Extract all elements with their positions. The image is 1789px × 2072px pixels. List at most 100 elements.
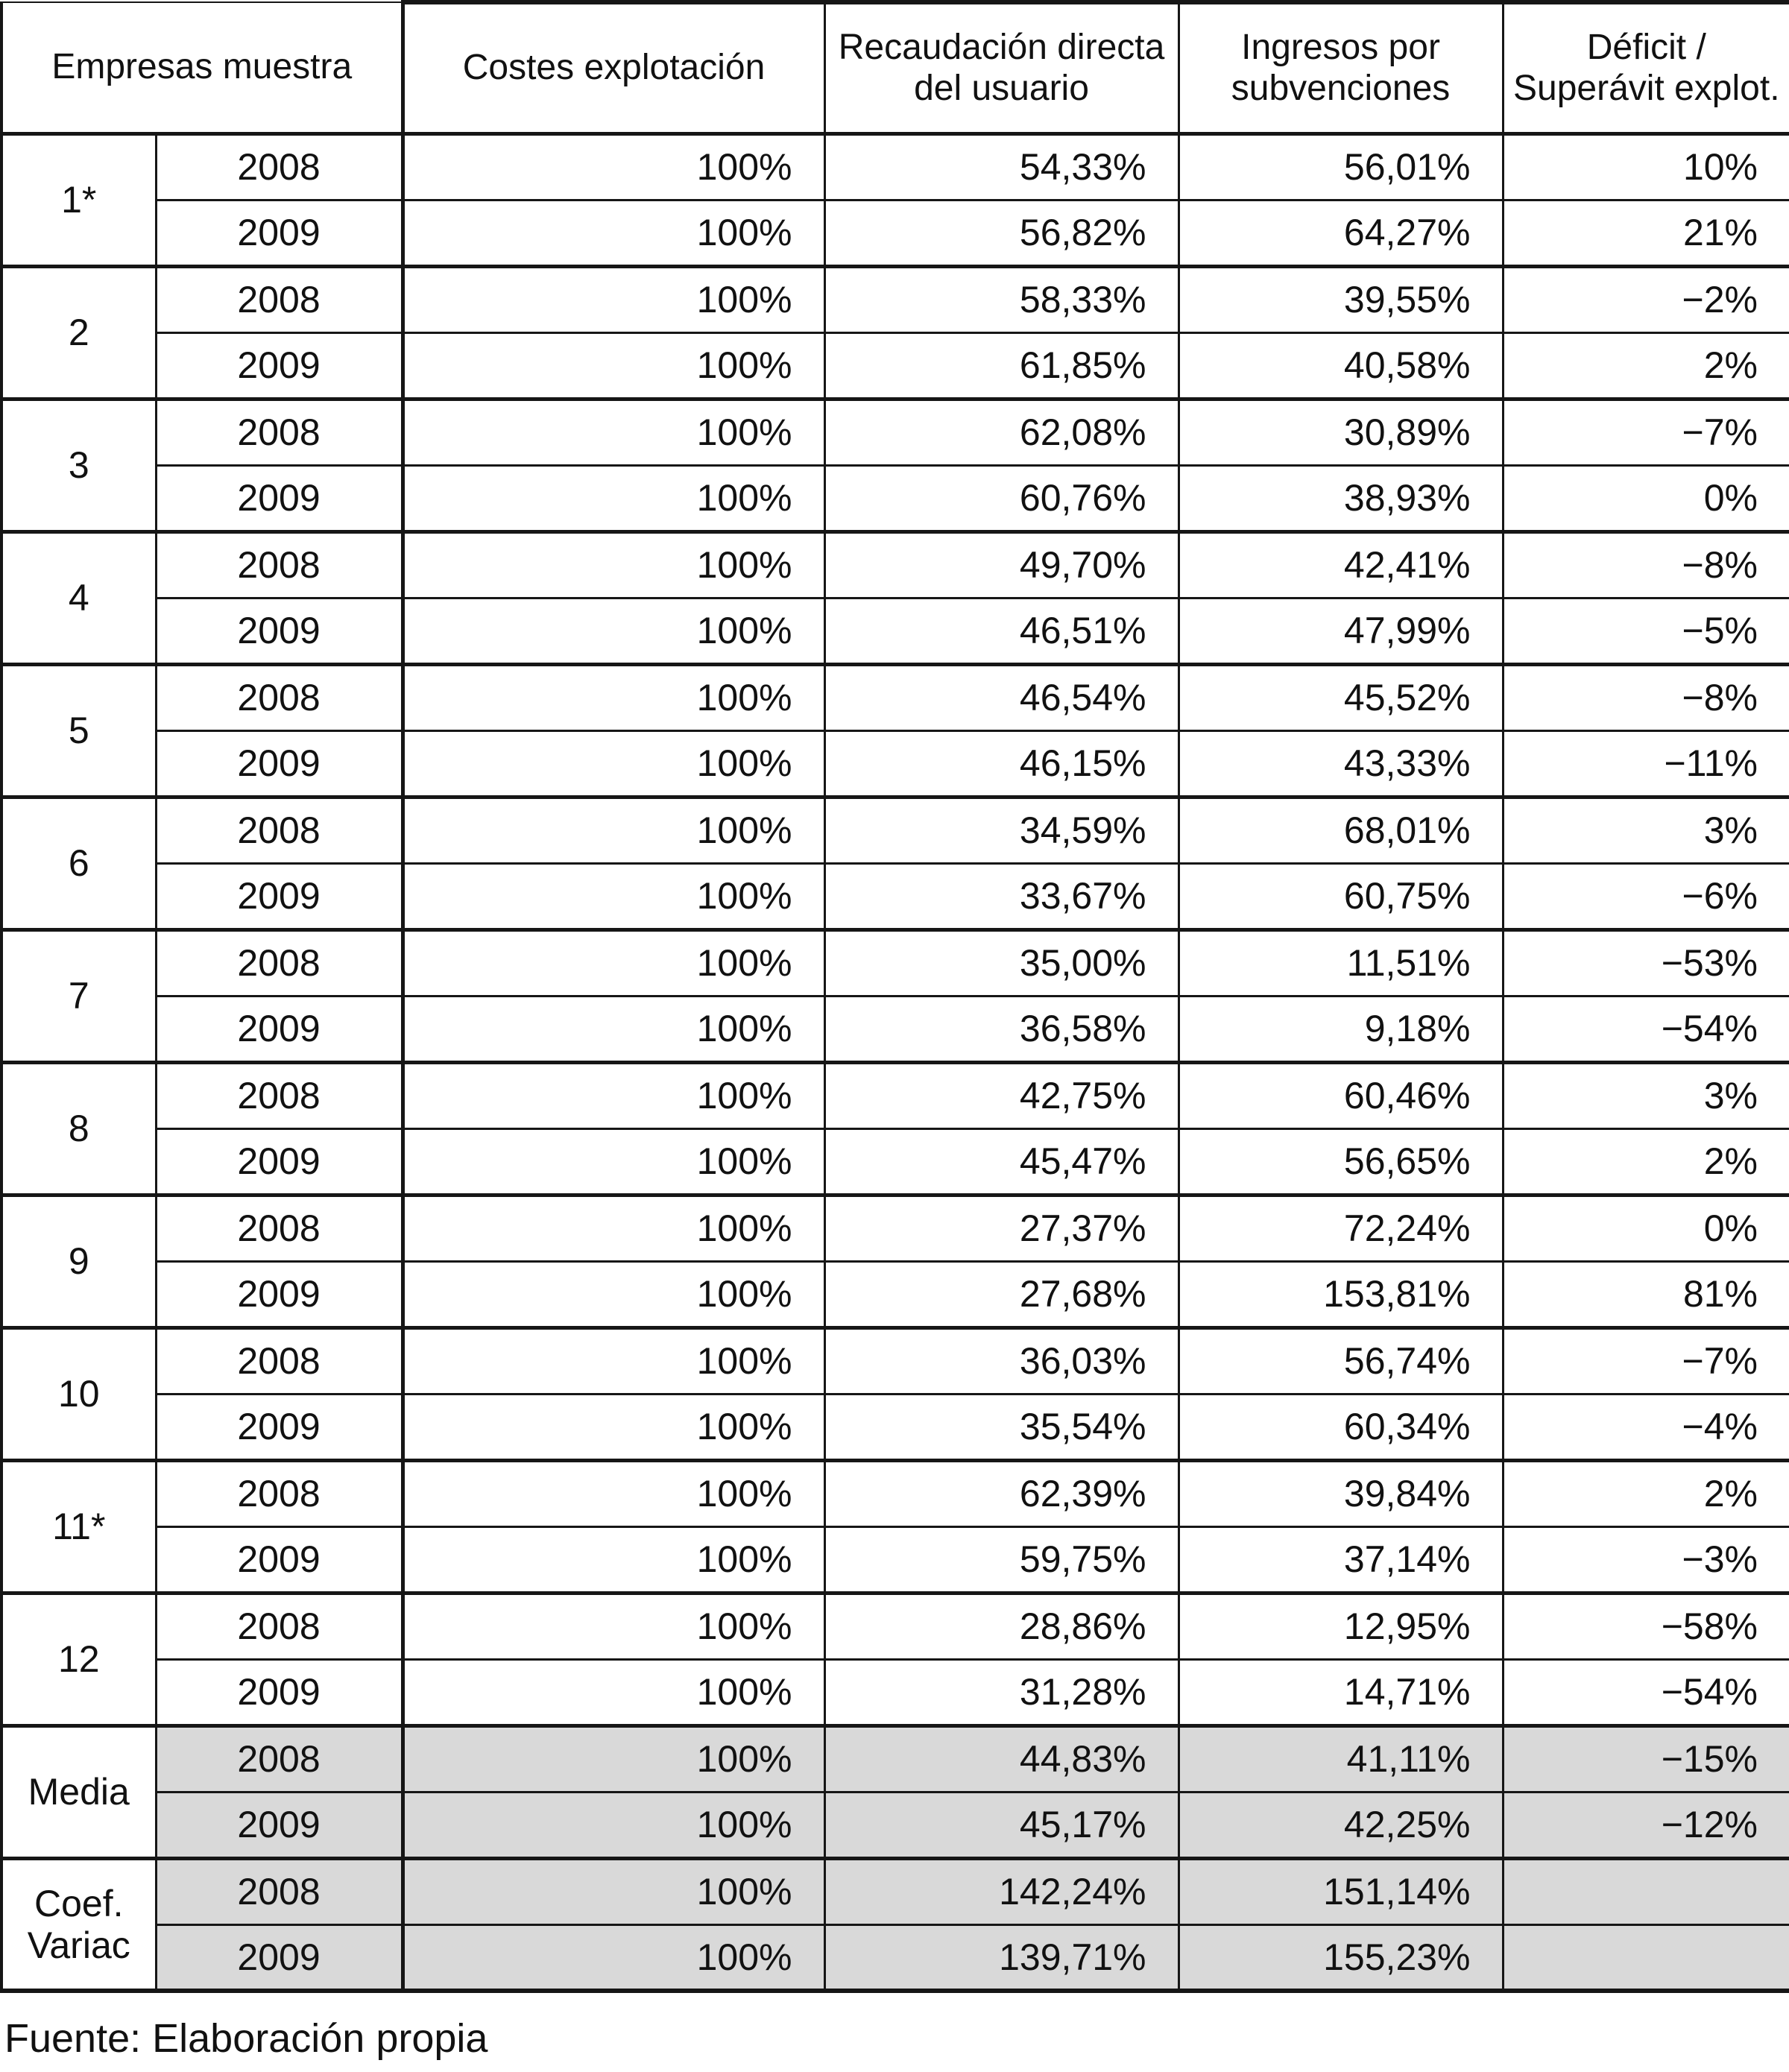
recaudacion-cell: 45,17% <box>823 1791 1180 1860</box>
year-cell: 2009 <box>154 995 405 1064</box>
costes-cell: 100% <box>401 1856 826 1926</box>
company-label-cell: 6 <box>0 795 157 931</box>
deficit-cell: −4% <box>1501 1393 1789 1462</box>
recaudacion-cell: 35,00% <box>823 927 1180 997</box>
deficit-cell: 10% <box>1501 131 1789 201</box>
company-label-cell: 1* <box>0 131 157 268</box>
table-row: 1* 2008 100% 54,33% 56,01% 10% <box>0 131 1789 268</box>
year-cell: 2009 <box>154 464 405 533</box>
recaudacion-cell: 59,75% <box>823 1526 1180 1594</box>
ingresos-cell: 56,65% <box>1177 1128 1504 1196</box>
year-cell: 2008 <box>154 1856 405 1926</box>
ingresos-cell: 9,18% <box>1177 995 1504 1064</box>
deficit-cell: 2% <box>1501 332 1789 400</box>
table-row: Coef. Variac 2008 100% 142,24% 151,14% <box>0 1856 1789 1993</box>
header-ingresos-subvenciones: Ingresos por subvenciones <box>1177 0 1504 136</box>
table-row: 2009 100% 46,51% 47,99% −5% <box>1 597 1789 666</box>
recaudacion-cell: 49,70% <box>823 529 1180 599</box>
costes-cell: 100% <box>401 597 826 666</box>
table-row: 2009 100% 35,54% 60,34% −4% <box>1 1393 1789 1462</box>
deficit-cell: 81% <box>1501 1260 1789 1329</box>
table-row: 4 2008 100% 49,70% 42,41% −8% <box>0 529 1789 666</box>
recaudacion-cell: 42,75% <box>823 1060 1180 1130</box>
table-row: 3 2008 100% 62,08% 30,89% −7% <box>0 397 1789 533</box>
year-cell: 2009 <box>154 1260 405 1329</box>
table-row: 2009 100% 60,76% 38,93% 0% <box>1 464 1789 533</box>
deficit-cell: 2% <box>1501 1128 1789 1196</box>
ingresos-cell: 14,71% <box>1177 1658 1504 1727</box>
recaudacion-cell: 33,67% <box>823 862 1180 931</box>
costes-cell: 100% <box>401 264 826 334</box>
ingresos-cell: 39,84% <box>1177 1458 1504 1528</box>
header-empresas-muestra: Empresas muestra <box>0 1 405 136</box>
year-cell: 2008 <box>154 1325 405 1395</box>
company-label-cell: 4 <box>0 529 157 666</box>
costes-cell: 100% <box>401 1526 826 1594</box>
year-cell: 2009 <box>154 332 405 400</box>
recaudacion-cell: 36,03% <box>823 1325 1180 1395</box>
costes-cell: 100% <box>401 1260 826 1329</box>
costes-cell: 100% <box>401 927 826 997</box>
year-cell: 2009 <box>154 597 405 666</box>
deficit-cell: 0% <box>1501 464 1789 533</box>
table-row: 8 2008 100% 42,75% 60,46% 3% <box>0 1060 1789 1196</box>
table-row: 2 2008 100% 58,33% 39,55% −2% <box>0 264 1789 400</box>
table-row: 2009 100% 61,85% 40,58% 2% <box>1 332 1789 400</box>
year-cell: 2008 <box>154 795 405 865</box>
recaudacion-cell: 46,51% <box>823 597 1180 666</box>
deficit-cell: −5% <box>1501 597 1789 666</box>
recaudacion-cell: 28,86% <box>823 1591 1180 1661</box>
year-cell: 2009 <box>154 1658 405 1727</box>
costes-cell: 100% <box>401 1924 826 1993</box>
year-cell: 2008 <box>154 529 405 599</box>
costes-cell: 100% <box>401 795 826 865</box>
recaudacion-cell: 27,68% <box>823 1260 1180 1329</box>
recaudacion-cell: 60,76% <box>823 464 1180 533</box>
ingresos-cell: 30,89% <box>1177 397 1504 467</box>
deficit-cell <box>1501 1924 1789 1993</box>
company-label-cell: Coef. Variac <box>0 1856 157 1993</box>
table-row: 6 2008 100% 34,59% 68,01% 3% <box>0 795 1789 931</box>
source-note: Fuente: Elaboración propia <box>4 2016 488 2061</box>
deficit-cell: 3% <box>1501 795 1789 865</box>
ingresos-cell: 155,23% <box>1177 1924 1504 1993</box>
ingresos-cell: 42,41% <box>1177 529 1504 599</box>
costes-cell: 100% <box>401 1325 826 1395</box>
company-label-cell: 10 <box>0 1325 157 1462</box>
table-row: 5 2008 100% 46,54% 45,52% −8% <box>0 662 1789 798</box>
recaudacion-cell: 139,71% <box>823 1924 1180 1993</box>
deficit-cell: −54% <box>1501 1658 1789 1727</box>
table-row: 7 2008 100% 35,00% 11,51% −53% <box>0 927 1789 1064</box>
year-cell: 2008 <box>154 1723 405 1793</box>
year-cell: 2008 <box>154 397 405 467</box>
table-row: 2009 100% 56,82% 64,27% 21% <box>1 199 1789 268</box>
header-deficit-superavit: Déficit / Superávit explot. <box>1501 0 1789 136</box>
year-cell: 2008 <box>154 264 405 334</box>
ingresos-cell: 60,46% <box>1177 1060 1504 1130</box>
company-label-cell: 7 <box>0 927 157 1064</box>
recaudacion-cell: 56,82% <box>823 199 1180 268</box>
table-row: 9 2008 100% 27,37% 72,24% 0% <box>0 1193 1789 1329</box>
header-row: Empresas muestra Costes explotación Reca… <box>0 0 1789 136</box>
table-header: Empresas muestra Costes explotación Reca… <box>0 0 1789 136</box>
ingresos-cell: 60,34% <box>1177 1393 1504 1462</box>
deficit-cell: 2% <box>1501 1458 1789 1528</box>
company-label-cell: 5 <box>0 662 157 798</box>
costes-cell: 100% <box>401 1060 826 1130</box>
ingresos-cell: 72,24% <box>1177 1193 1504 1263</box>
company-label-cell: 12 <box>0 1591 157 1727</box>
table-row: 11* 2008 100% 62,39% 39,84% 2% <box>0 1458 1789 1594</box>
deficit-cell: −8% <box>1501 662 1789 732</box>
costes-cell: 100% <box>401 730 826 798</box>
ingresos-cell: 40,58% <box>1177 332 1504 400</box>
costes-cell: 100% <box>401 1393 826 1462</box>
table-row: 2009 100% 45,17% 42,25% −12% <box>1 1791 1789 1860</box>
deficit-cell: −54% <box>1501 995 1789 1064</box>
costes-cell: 100% <box>401 397 826 467</box>
costes-cell: 100% <box>401 662 826 732</box>
year-cell: 2008 <box>154 927 405 997</box>
ingresos-cell: 42,25% <box>1177 1791 1504 1860</box>
deficit-cell: −53% <box>1501 927 1789 997</box>
company-label-cell: 3 <box>0 397 157 533</box>
table-row: 2009 100% 45,47% 56,65% 2% <box>1 1128 1789 1196</box>
